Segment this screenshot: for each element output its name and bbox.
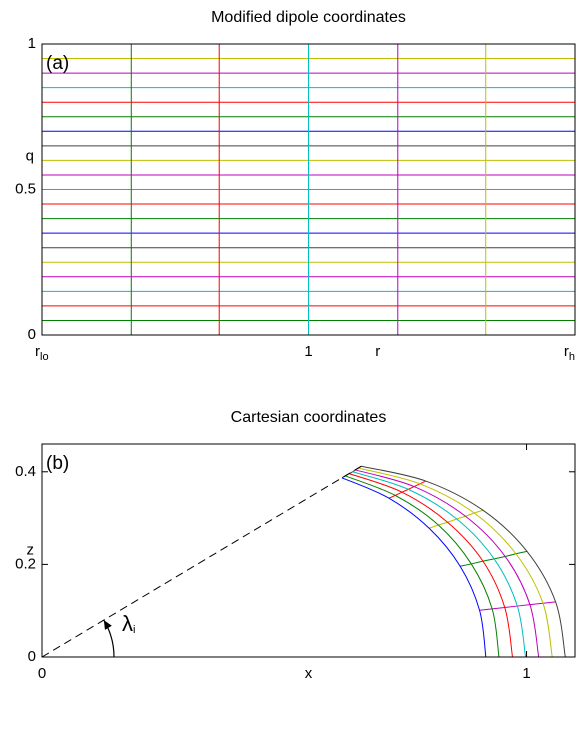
y-tick-label: 0.4 [15,463,36,480]
x-tick-label: 1 [304,343,312,360]
y-axis-label: q [26,147,34,164]
field-line [352,471,527,658]
axes-frame [41,43,576,336]
y-tick-label: 0 [28,648,36,665]
reference-line [41,465,362,658]
field-line [355,469,540,658]
field-line [358,467,553,658]
field-line [361,465,566,658]
y-tick-label: 0.5 [15,180,36,197]
panel-label: (b) [46,453,69,474]
axes-frame [41,443,576,658]
x-tick-label: rh [564,343,575,363]
panel-label: (a) [46,53,69,74]
y-tick-label: 1 [28,35,36,52]
chart-title: Modified dipole coordinates [211,9,406,26]
x-axis-label: x [305,665,313,682]
chart-title: Cartesian coordinates [231,409,387,426]
field-line [345,475,500,658]
x-tick-label: 1 [522,665,530,682]
y-tick-label: 0 [28,326,36,343]
subscript: lo [40,351,49,363]
subscript: h [569,351,575,363]
y-axis-label: z [27,541,35,558]
field-line [341,477,487,658]
angle-label: λi [122,611,135,636]
x-tick-label: 0 [38,665,46,682]
field-line [349,473,513,658]
x-tick-label: rlo [35,343,49,363]
x-axis-label: r [375,343,380,360]
arrow-head [103,620,112,630]
subscript: i [133,624,135,636]
y-tick-label: 0.2 [15,555,36,572]
